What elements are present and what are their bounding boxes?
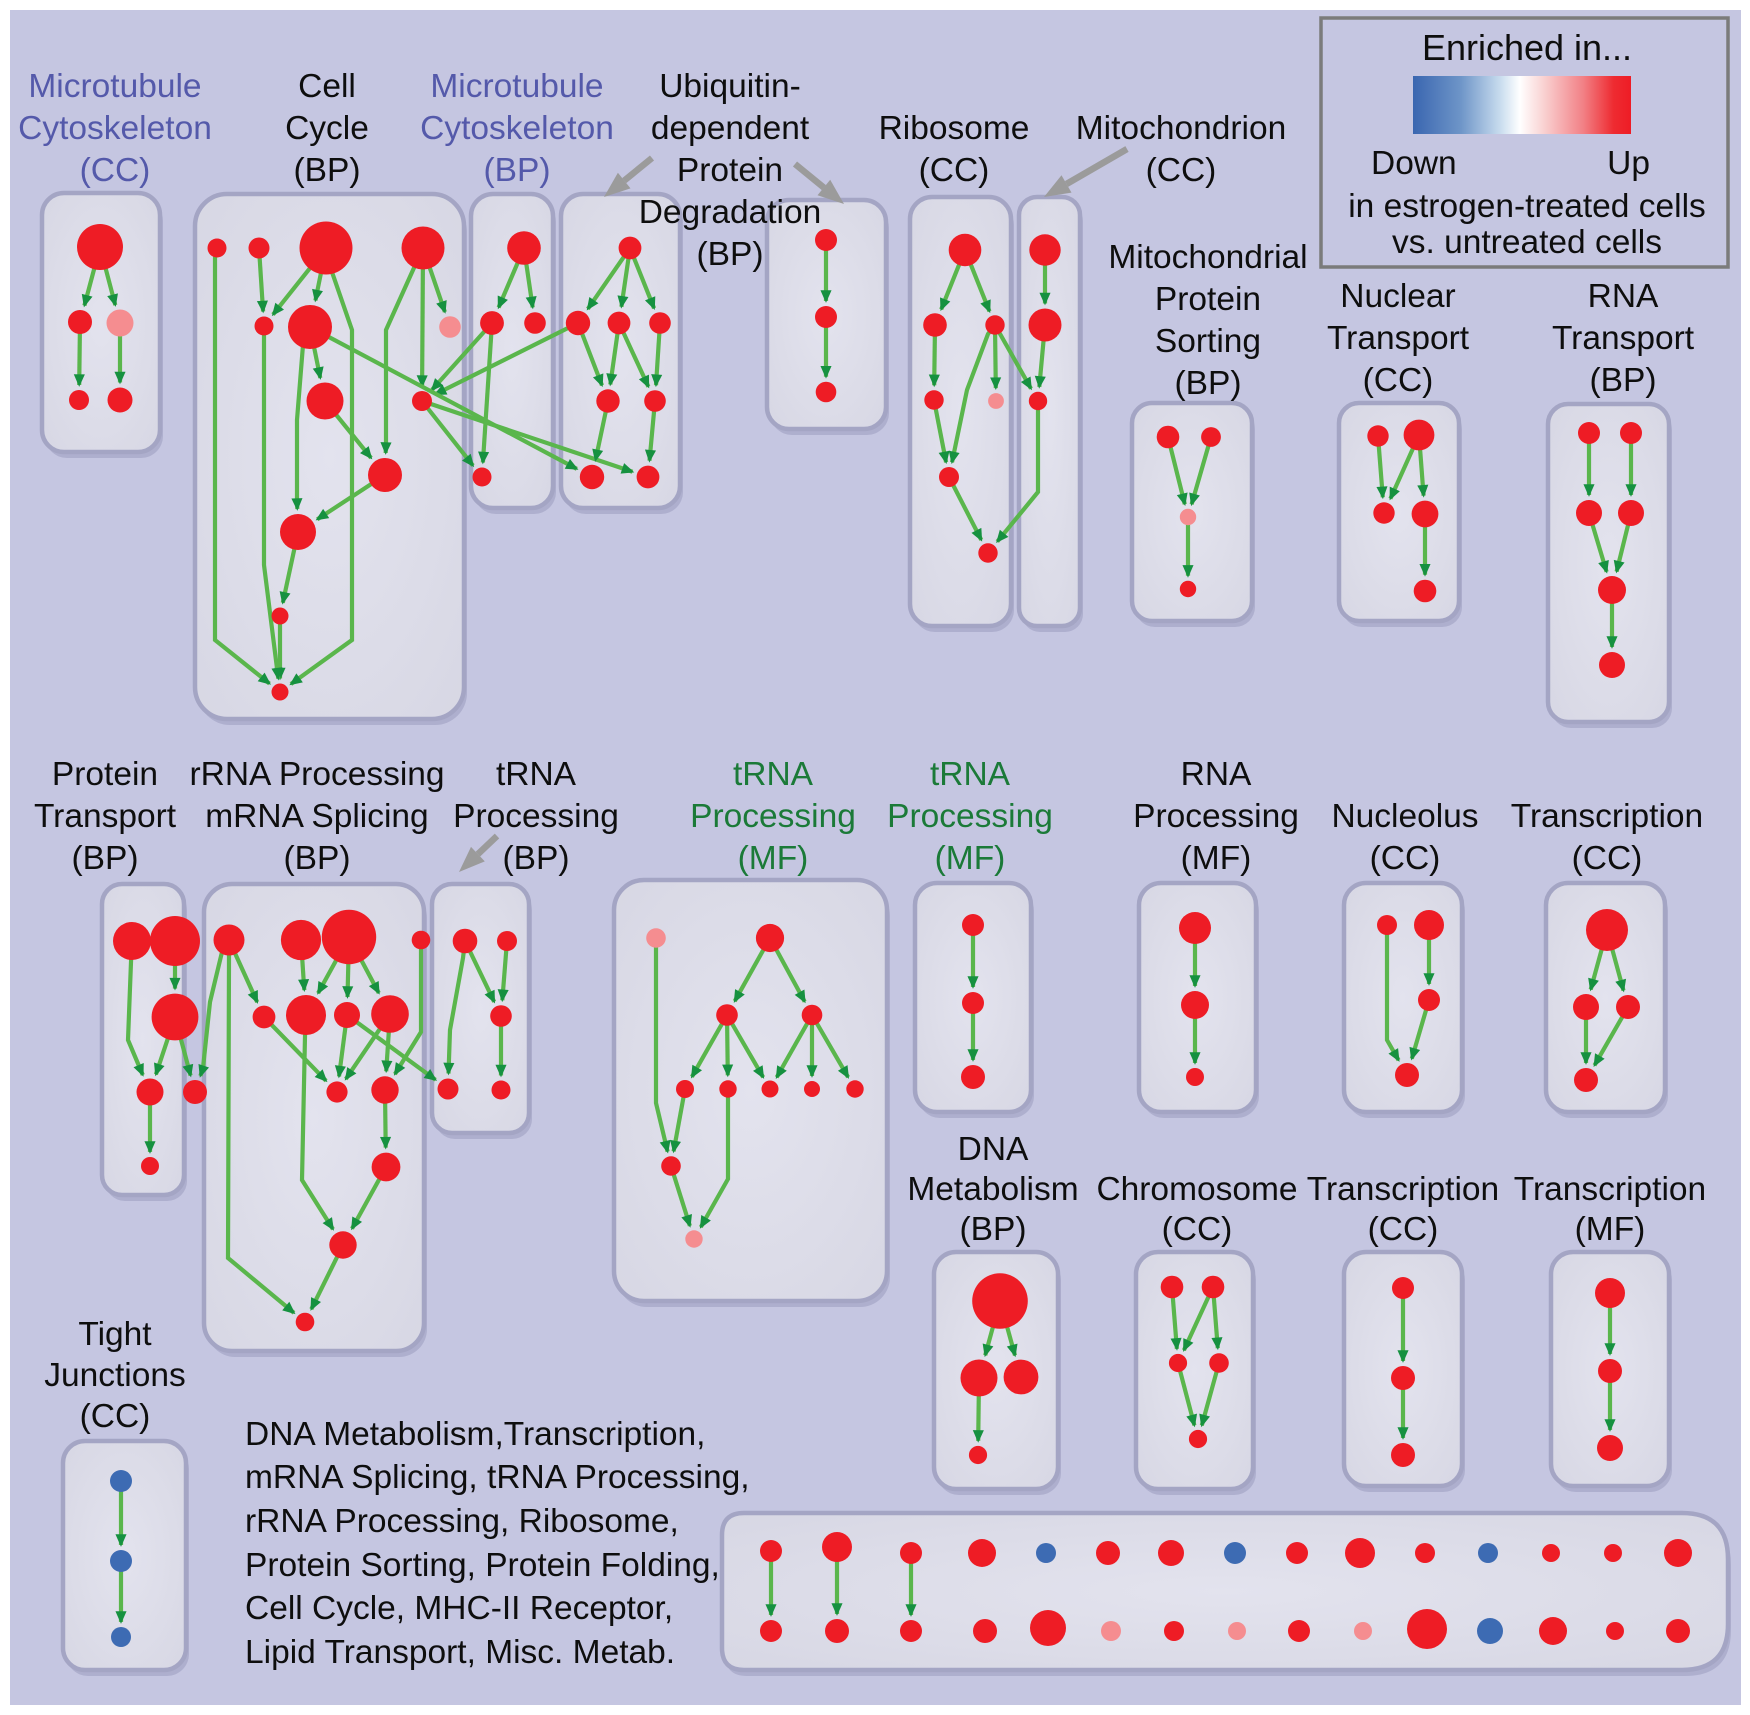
svg-text:(CC): (CC): [1162, 1211, 1233, 1248]
svg-text:Transport: Transport: [34, 798, 177, 835]
svg-text:in estrogen-treated cells: in estrogen-treated cells: [1348, 188, 1706, 225]
svg-text:rRNA Processing: rRNA Processing: [189, 756, 444, 793]
svg-text:DNA: DNA: [958, 1131, 1029, 1168]
svg-text:Ubiquitin-: Ubiquitin-: [659, 68, 801, 105]
svg-text:(BP): (BP): [72, 840, 139, 877]
svg-text:Nucleolus: Nucleolus: [1331, 798, 1478, 835]
svg-text:Up: Up: [1607, 145, 1650, 182]
svg-text:rRNA Processing, Ribosome,: rRNA Processing, Ribosome,: [245, 1503, 679, 1540]
svg-text:Ribosome: Ribosome: [879, 110, 1030, 147]
svg-text:Degradation: Degradation: [639, 194, 822, 231]
svg-text:(CC): (CC): [1368, 1211, 1439, 1248]
svg-text:Microtubule: Microtubule: [28, 68, 201, 105]
svg-text:Protein Sorting, Protein Foldi: Protein Sorting, Protein Folding,: [245, 1547, 720, 1584]
svg-text:Sorting: Sorting: [1155, 323, 1261, 360]
svg-text:Processing: Processing: [887, 798, 1053, 835]
svg-text:(CC): (CC): [80, 1398, 151, 1435]
svg-text:(CC): (CC): [1370, 840, 1441, 877]
svg-text:Cytoskeleton: Cytoskeleton: [18, 110, 212, 147]
svg-text:Cytoskeleton: Cytoskeleton: [420, 110, 614, 147]
svg-text:(BP): (BP): [503, 840, 570, 877]
svg-text:mRNA Splicing: mRNA Splicing: [205, 798, 428, 835]
svg-text:Cycle: Cycle: [285, 110, 369, 147]
svg-text:(BP): (BP): [1175, 365, 1242, 402]
svg-text:tRNA: tRNA: [733, 756, 814, 793]
svg-text:(CC): (CC): [919, 152, 990, 189]
svg-text:Down: Down: [1371, 145, 1457, 182]
svg-text:RNA: RNA: [1588, 278, 1659, 315]
svg-text:Processing: Processing: [690, 798, 856, 835]
svg-text:Mitochondrial: Mitochondrial: [1108, 239, 1307, 276]
svg-text:Tight: Tight: [78, 1316, 152, 1353]
svg-text:vs. untreated cells: vs. untreated cells: [1392, 224, 1662, 261]
svg-text:Chromosome: Chromosome: [1096, 1171, 1297, 1208]
svg-text:Protein: Protein: [1155, 281, 1261, 318]
svg-text:Cell Cycle, MHC-II Receptor,: Cell Cycle, MHC-II Receptor,: [245, 1590, 673, 1627]
svg-text:(BP): (BP): [284, 840, 351, 877]
svg-text:Nuclear: Nuclear: [1340, 278, 1455, 315]
svg-text:Lipid Transport, Misc. Metab.: Lipid Transport, Misc. Metab.: [245, 1634, 675, 1671]
svg-text:Transport: Transport: [1552, 320, 1695, 357]
svg-text:RNA: RNA: [1181, 756, 1252, 793]
svg-text:(CC): (CC): [1572, 840, 1643, 877]
svg-text:(BP): (BP): [294, 152, 361, 189]
svg-text:dependent: dependent: [651, 110, 810, 147]
svg-text:Transport: Transport: [1327, 320, 1470, 357]
svg-text:mRNA Splicing, tRNA Processing: mRNA Splicing, tRNA Processing,: [245, 1459, 750, 1496]
svg-text:Protein: Protein: [52, 756, 158, 793]
svg-text:tRNA: tRNA: [496, 756, 577, 793]
svg-text:(BP): (BP): [484, 152, 551, 189]
svg-text:(BP): (BP): [697, 236, 764, 273]
svg-text:Cell: Cell: [298, 68, 356, 105]
svg-text:Protein: Protein: [677, 152, 783, 189]
svg-text:(CC): (CC): [1363, 362, 1434, 399]
svg-text:Enriched in...: Enriched in...: [1422, 27, 1632, 68]
svg-text:(BP): (BP): [960, 1211, 1027, 1248]
svg-text:(BP): (BP): [1590, 362, 1657, 399]
svg-text:(MF): (MF): [1575, 1211, 1646, 1248]
svg-text:Processing: Processing: [453, 798, 619, 835]
svg-text:Junctions: Junctions: [44, 1357, 186, 1394]
svg-text:Transcription: Transcription: [1511, 798, 1703, 835]
svg-text:(MF): (MF): [1181, 840, 1252, 877]
svg-text:(MF): (MF): [935, 840, 1006, 877]
svg-text:Mitochondrion: Mitochondrion: [1076, 110, 1286, 147]
svg-text:Transcription: Transcription: [1307, 1171, 1499, 1208]
svg-text:tRNA: tRNA: [930, 756, 1011, 793]
svg-text:(MF): (MF): [738, 840, 809, 877]
svg-text:Processing: Processing: [1133, 798, 1299, 835]
svg-text:(CC): (CC): [1146, 152, 1217, 189]
svg-text:Microtubule: Microtubule: [430, 68, 603, 105]
svg-text:Transcription: Transcription: [1514, 1171, 1706, 1208]
svg-text:Metabolism: Metabolism: [907, 1171, 1078, 1208]
svg-text:DNA Metabolism,Transcription,: DNA Metabolism,Transcription,: [245, 1416, 705, 1453]
svg-text:(CC): (CC): [80, 152, 151, 189]
